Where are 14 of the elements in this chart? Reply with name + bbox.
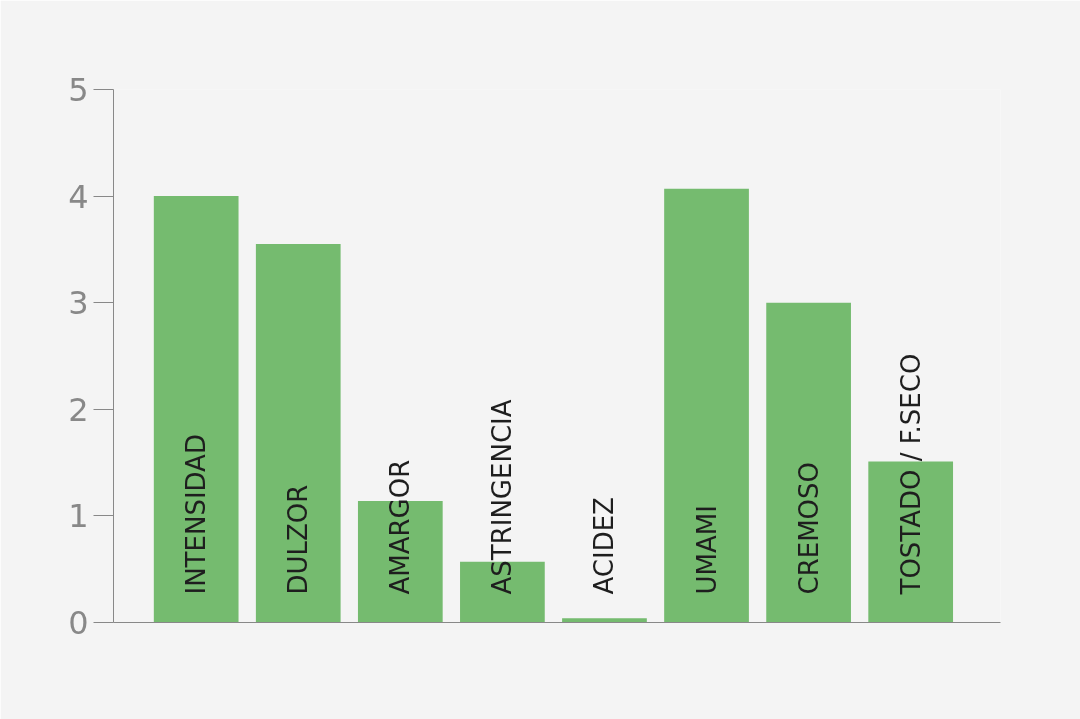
x-tick-label: UMAMI bbox=[691, 505, 722, 595]
y-tick-label: 2 bbox=[68, 390, 89, 429]
y-tick-label: 4 bbox=[68, 177, 89, 216]
x-tick-label: CREMOSO bbox=[793, 461, 824, 595]
x-tick-label: ASTRINGENCIA bbox=[487, 399, 518, 595]
x-tick-label: AMARGOR bbox=[385, 459, 416, 595]
y-tick-label: 1 bbox=[68, 497, 89, 536]
y-tick-label: 5 bbox=[68, 71, 89, 109]
y-tick-label: 3 bbox=[68, 284, 89, 323]
x-tick-label: ACIDEZ bbox=[589, 497, 620, 595]
y-tick-label: 0 bbox=[68, 604, 89, 642]
x-tick-label: INTENSIDAD bbox=[181, 434, 212, 595]
x-tick-label: TOSTADO / F.SECO bbox=[895, 353, 926, 596]
x-tick-label: DULZOR bbox=[283, 484, 314, 595]
